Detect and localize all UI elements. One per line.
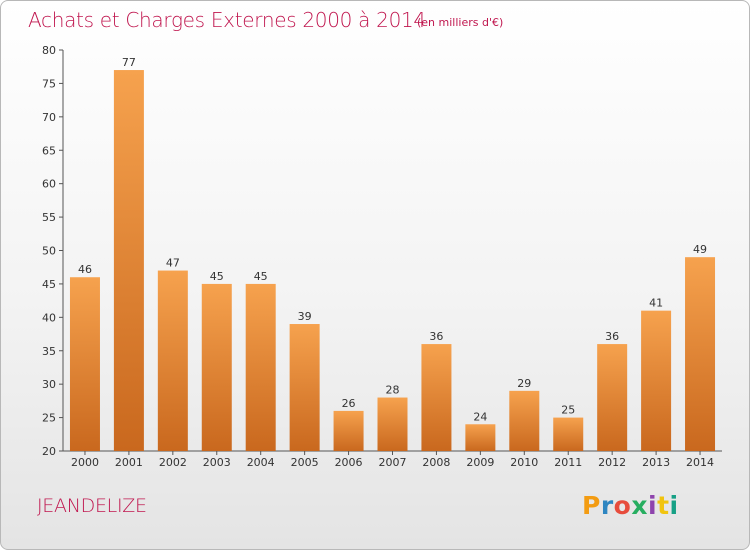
x-tick-label: 2010 <box>510 456 538 469</box>
y-tick-label: 25 <box>42 412 56 425</box>
x-tick-label: 2012 <box>598 456 626 469</box>
data-label: 41 <box>649 297 663 310</box>
data-label: 45 <box>210 270 224 283</box>
x-tick-label: 2006 <box>335 456 363 469</box>
y-tick-label: 30 <box>42 378 56 391</box>
bar <box>509 390 540 451</box>
logo-letter: i <box>648 491 658 520</box>
y-tick-label: 60 <box>42 178 56 191</box>
bar <box>465 424 496 451</box>
x-tick-label: 2001 <box>115 456 143 469</box>
x-tick-label: 2007 <box>379 456 407 469</box>
bar <box>113 70 144 452</box>
data-label: 46 <box>78 263 92 276</box>
logo-letter: P <box>582 491 601 520</box>
x-tick-label: 2002 <box>159 456 187 469</box>
data-label: 36 <box>605 330 619 343</box>
chart-title: Achats et Charges Externes 2000 à 2014 <box>28 8 426 32</box>
bar <box>157 270 188 451</box>
data-label: 25 <box>561 404 575 417</box>
bar <box>641 310 672 451</box>
x-tick-label: 2004 <box>247 456 275 469</box>
x-tick-label: 2008 <box>422 456 450 469</box>
y-tick-label: 40 <box>42 311 56 324</box>
data-label: 47 <box>166 257 180 270</box>
bar <box>685 257 716 451</box>
logo-letter: x <box>631 491 648 520</box>
bar <box>421 344 452 451</box>
bar <box>377 397 408 451</box>
data-label: 29 <box>517 377 531 390</box>
y-tick-label: 70 <box>42 111 56 124</box>
y-tick-label: 65 <box>42 144 56 157</box>
bar <box>245 283 276 451</box>
data-label: 26 <box>342 397 356 410</box>
bar <box>201 283 232 451</box>
chart-subtitle: (en milliers d'€) <box>417 16 504 29</box>
logo-letter: o <box>613 491 632 520</box>
y-tick-label: 55 <box>42 211 56 224</box>
y-tick-label: 45 <box>42 278 56 291</box>
x-tick-label: 2011 <box>554 456 582 469</box>
x-tick-label: 2000 <box>71 456 99 469</box>
proxiti-logo[interactable]: Proxiti <box>582 491 679 520</box>
data-label: 77 <box>122 56 136 69</box>
data-label: 24 <box>473 410 487 423</box>
commune-name: JEANDELIZE <box>37 495 147 517</box>
x-tick-label: 2003 <box>203 456 231 469</box>
x-tick-label: 2009 <box>466 456 494 469</box>
y-tick-label: 75 <box>42 77 56 90</box>
x-tick-label: 2014 <box>686 456 714 469</box>
logo-letter: i <box>669 491 679 520</box>
bar <box>333 410 364 451</box>
bar <box>553 417 584 451</box>
data-label: 49 <box>693 243 707 256</box>
bar <box>289 324 320 451</box>
y-tick-label: 80 <box>42 44 56 57</box>
data-label: 45 <box>254 270 268 283</box>
x-tick-label: 2013 <box>642 456 670 469</box>
data-label: 36 <box>429 330 443 343</box>
data-label: 28 <box>386 384 400 397</box>
y-tick-label: 35 <box>42 345 56 358</box>
logo-letter: r <box>600 491 614 520</box>
x-tick-label: 2005 <box>291 456 319 469</box>
y-tick-label: 20 <box>42 445 56 458</box>
data-label: 39 <box>298 310 312 323</box>
bar <box>69 277 100 451</box>
logo-letter: t <box>657 491 670 520</box>
y-tick-label: 50 <box>42 245 56 258</box>
bar <box>597 344 628 451</box>
